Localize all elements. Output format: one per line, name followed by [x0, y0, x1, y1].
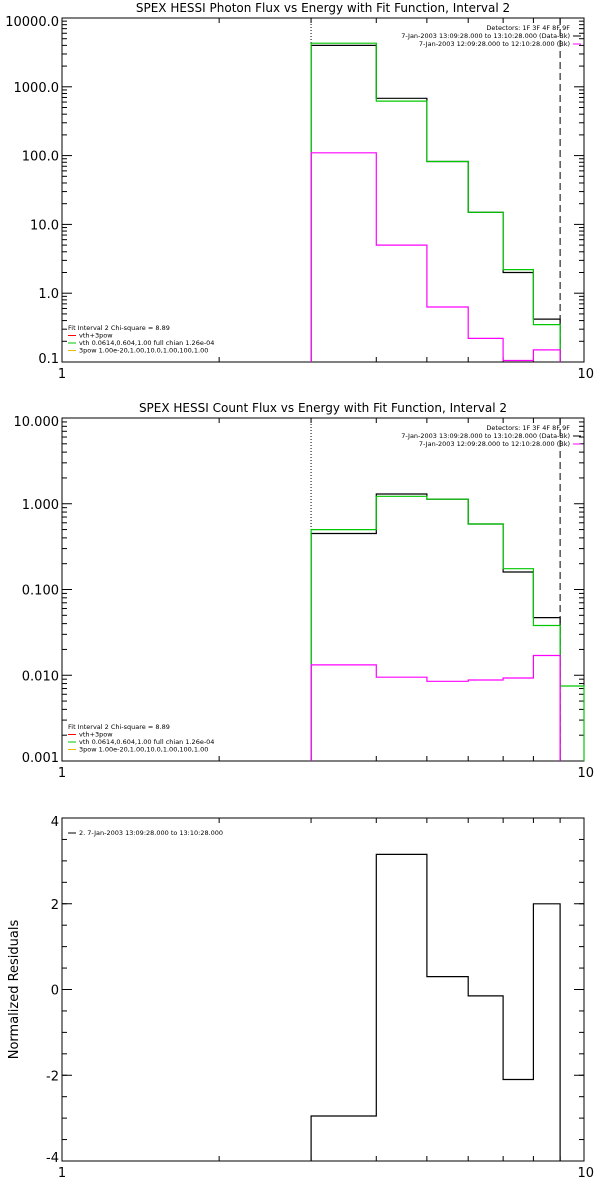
- plot-frame-1: [61, 417, 585, 762]
- chart-title-0: SPEX HESSI Photon Flux vs Energy with Fi…: [136, 1, 510, 15]
- y-tick-label-2-2: 0: [51, 984, 59, 999]
- y-tick-label-0-5: 10000.0: [5, 15, 59, 30]
- x-tick-label-2-1: 10: [577, 1166, 594, 1181]
- plot-frame-0: [61, 17, 585, 363]
- series-line-0-1: [310, 42, 561, 362]
- y-tick-label-2-3: 2: [51, 898, 59, 913]
- legend-top-text-1-1: 7-Jan-2003 13:09:28.000 to 13:10:28.000 …: [401, 432, 570, 440]
- y-tick-label-2-1: -2: [46, 1069, 59, 1084]
- legend-top-text-0-2: 7-Jan-2003 12:09:28.000 to 12:10:28.000 …: [419, 40, 570, 48]
- y-axis-label-2: Normalized Residuals: [7, 920, 22, 1060]
- legend-bottom-text-1-3: 3pow 1.00e-20,1.00,10.0,1.00,100,1.00: [79, 746, 208, 754]
- legend-bottom-text-1-0: Fit Interval 2 Chi-square = 8.89: [68, 723, 170, 731]
- x-tick-label-0-1: 10: [577, 367, 594, 382]
- y-tick-label-1-0: 0.001: [22, 751, 59, 766]
- x-tick-label-1-0: 1: [58, 766, 66, 781]
- y-tick-label-1-2: 0.100: [22, 584, 59, 599]
- series-line-1-1: [310, 495, 585, 761]
- legend-top-text-1-0: Detectors: 1F 3F 4F 8F 9F: [486, 424, 570, 432]
- y-tick-label-0-2: 10.0: [30, 218, 59, 233]
- x-tick-label-0-0: 1: [58, 367, 66, 382]
- legend-top-text-1-2: 7-Jan-2003 12:09:28.000 to 12:10:28.000 …: [419, 440, 570, 448]
- series-line-0-2: [310, 152, 561, 362]
- series-line-2-0: [310, 853, 561, 1161]
- legend-bottom-text-0-3: 3pow 1.00e-20,1.00,10.0,1.00,100,1.00: [79, 347, 208, 355]
- legend-bottom-text-1-2: vth 0.0614,0.604,1.00 full chian 1.26e-0…: [79, 738, 214, 746]
- x-tick-label-1-1: 10: [577, 766, 594, 781]
- y-tick-label-2-0: -4: [46, 1151, 59, 1166]
- legend-bottom-text-1-1: vth+3pow: [79, 731, 113, 739]
- y-tick-label-0-4: 1000.0: [14, 81, 60, 96]
- y-tick-label-1-3: 1.000: [22, 498, 59, 513]
- legend-bottom-text-0-1: vth+3pow: [79, 332, 113, 340]
- plot-frame-2: [61, 817, 585, 1162]
- x-tick-label-2-0: 1: [58, 1166, 66, 1181]
- legend-residual-text-2: 2. 7-Jan-2003 13:09:28.000 to 13:10:28.0…: [79, 829, 223, 837]
- series-line-1-2: [310, 654, 561, 761]
- y-tick-label-2-4: 4: [51, 815, 59, 830]
- chart-title-1: SPEX HESSI Count Flux vs Energy with Fit…: [139, 401, 507, 415]
- series-line-1-0: [310, 493, 561, 761]
- y-tick-label-1-4: 10.000: [14, 415, 60, 430]
- legend-top-text-0-1: 7-Jan-2003 13:09:28.000 to 13:10:28.000 …: [401, 32, 570, 40]
- y-tick-label-1-1: 0.010: [22, 669, 59, 684]
- y-tick-label-0-1: 1.0: [38, 287, 59, 302]
- y-tick-label-0-0: 0.1: [38, 352, 59, 367]
- legend-top-text-0-0: Detectors: 1F 3F 4F 8F 9F: [486, 24, 570, 32]
- series-line-0-0: [310, 44, 561, 362]
- legend-bottom-text-0-0: Fit Interval 2 Chi-square = 8.89: [68, 324, 170, 332]
- legend-bottom-text-0-2: vth 0.0614,0.604,1.00 full chian 1.26e-0…: [79, 339, 214, 347]
- y-tick-label-0-3: 100.0: [22, 150, 59, 165]
